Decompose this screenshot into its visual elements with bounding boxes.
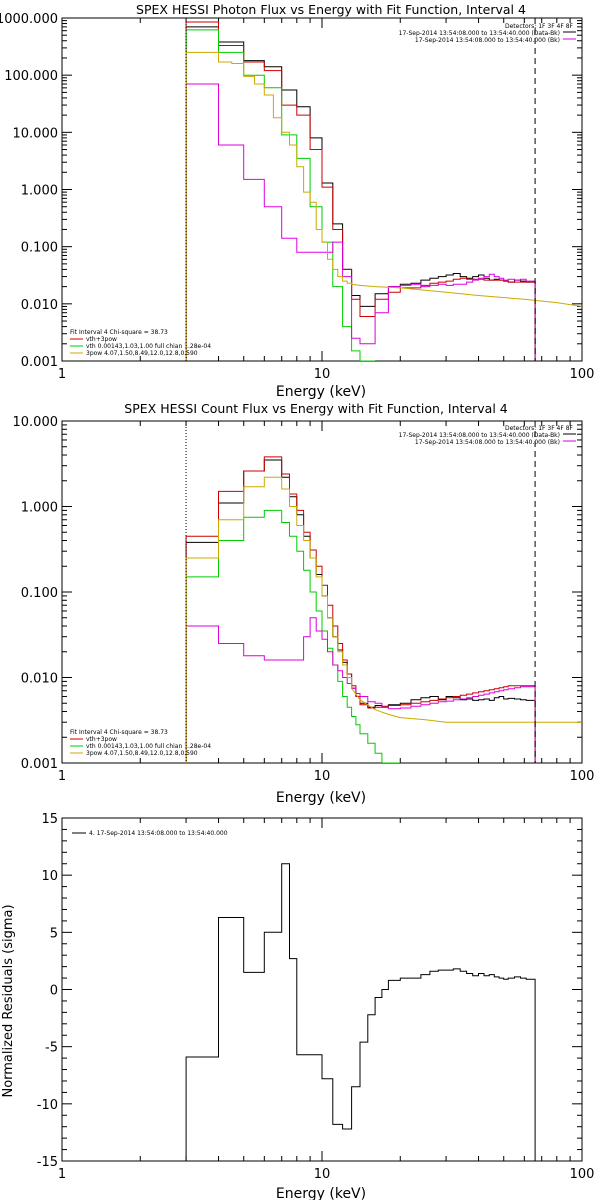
y-tick-label: 10.000 (13, 415, 59, 430)
photon-flux-xlabel: Energy (keV) (276, 384, 366, 400)
y-tick-label: 0.010 (21, 298, 58, 313)
count-flux-fit-line-4: 3pow 4.07,1.50,8.49,12.0,12.8,0.590 (86, 750, 198, 757)
x-tick-label: 10 (314, 1167, 331, 1182)
x-tick-label: 100 (570, 769, 595, 784)
photon-flux-fit-line-4: 3pow 4.07,1.50,8.49,12.0,12.8,0.590 (86, 350, 198, 357)
photon-flux-fit-line-1: Fit Interval 4 Chi-square = 38.73 (70, 329, 168, 336)
photon-flux-header-line-1: Detectors: 1F 3F 4F 8F (505, 23, 574, 30)
count-flux-fit-line-2: vth+3pow (86, 736, 117, 743)
y-tick-label: 0.001 (21, 757, 58, 772)
series-4-line (185, 51, 582, 361)
y-tick-label: 0.010 (21, 672, 58, 687)
photon-flux-chart: SPEX HESSI Photon Flux vs Energy with Fi… (0, 2, 594, 400)
series-group (185, 21, 582, 361)
y-tick-label: 10 (41, 869, 58, 884)
count-flux-header-line-2: 17-Sep-2014 13:54:08.000 to 13:54:40.000… (399, 432, 560, 439)
residuals-chart: Energy (keV) Normalized Residuals (sigma… (1, 812, 594, 1200)
y-tick-label: -10 (37, 1098, 58, 1113)
photon-flux-fit-line-3: vth 0.00143,1.03,1.00 full chian 1.28e-0… (86, 343, 211, 350)
series-0-line (185, 26, 536, 361)
plot-frame (61, 817, 583, 1162)
x-axis-ticks (61, 421, 571, 763)
count-flux-fit-line-1: Fit Interval 4 Chi-square = 38.73 (70, 729, 168, 736)
y-tick-label: 5 (50, 926, 58, 941)
count-flux-xlabel: Energy (keV) (276, 790, 366, 806)
residuals-legend-label: 4. 17-Sep-2014 13:54:08.000 to 13:54:40.… (89, 830, 228, 837)
x-tick-label: 1 (58, 1167, 66, 1182)
photon-flux-header-line-3: 17-Sep-2014 13:54:08.000 to 13:54:40.000… (415, 37, 560, 44)
y-tick-label: 1.000 (21, 184, 58, 199)
x-tick-label: 10 (314, 367, 331, 382)
y-tick-label: 10.000 (13, 126, 59, 141)
series-0-line (185, 459, 536, 763)
y-axis-ticks (62, 420, 582, 764)
y-tick-label: 0.001 (21, 355, 58, 370)
count-flux-header-line-1: Detectors: 1F 3F 4F 8F (505, 425, 574, 432)
y-axis-ticks (62, 817, 582, 1162)
count-flux-fit-line-3: vth 0.00143,1.03,1.00 full chian 1.28e-0… (86, 743, 211, 750)
y-tick-label: 1000.000 (0, 12, 58, 27)
series-group (185, 863, 536, 1161)
photon-flux-header-line-2: 17-Sep-2014 13:54:08.000 to 13:54:40.000… (399, 30, 560, 37)
series-2-line (185, 29, 376, 361)
series-group (185, 456, 582, 763)
series-4-line (185, 476, 582, 763)
y-axis-ticks (62, 17, 582, 362)
x-tick-label: 1 (58, 769, 66, 784)
x-tick-label: 10 (314, 769, 331, 784)
y-tick-label: -5 (45, 1041, 58, 1056)
residuals-xlabel: Energy (keV) (276, 1186, 366, 1200)
y-tick-label: 100.000 (4, 69, 58, 84)
count-flux-title: SPEX HESSI Count Flux vs Energy with Fit… (124, 401, 507, 416)
x-tick-label: 100 (570, 1167, 595, 1182)
count-flux-header-line-3: 17-Sep-2014 13:54:08.000 to 13:54:40.000… (415, 439, 560, 446)
x-axis-ticks (61, 18, 571, 361)
y-tick-label: 0 (50, 984, 58, 999)
photon-flux-title: SPEX HESSI Photon Flux vs Energy with Fi… (136, 2, 526, 17)
series-0-line (185, 863, 536, 1161)
x-tick-label: 1 (58, 367, 66, 382)
series-1-line (185, 21, 536, 361)
y-tick-label: 0.100 (21, 586, 58, 601)
y-tick-label: 1.000 (21, 501, 58, 516)
photon-flux-fit-line-2: vth+3pow (86, 336, 117, 343)
series-3-line (185, 617, 536, 763)
y-tick-label: 15 (41, 812, 58, 827)
count-flux-chart: SPEX HESSI Count Flux vs Energy with Fit… (13, 401, 595, 806)
x-axis-ticks (61, 818, 571, 1161)
plot-frame (61, 17, 583, 362)
y-tick-label: -15 (37, 1155, 58, 1170)
residuals-ylabel: Normalized Residuals (sigma) (1, 904, 16, 1097)
series-3-line (185, 83, 536, 361)
x-tick-label: 100 (570, 367, 595, 382)
y-tick-label: 0.100 (21, 241, 58, 256)
